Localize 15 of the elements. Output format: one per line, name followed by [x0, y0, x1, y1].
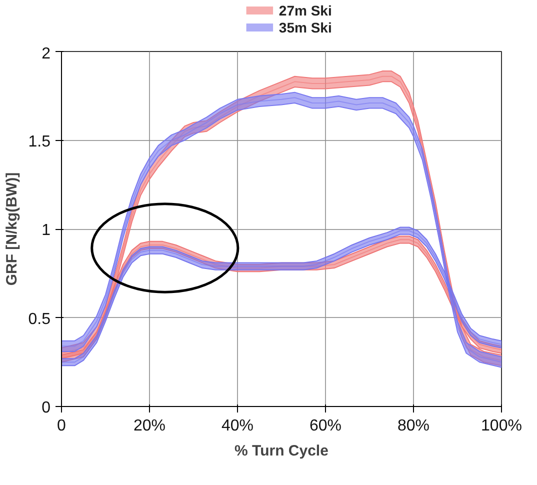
x-tick-label: 40% [221, 418, 254, 434]
y-tick-label: 1 [42, 222, 51, 239]
y-axis-title: GRF [N/kg(BW)] [3, 172, 20, 286]
y-tick-label: 2 [42, 46, 51, 62]
x-axis-title: % Turn Cycle [234, 442, 328, 460]
legend-label: 27m Ski [278, 2, 332, 18]
x-tick-label: 20% [133, 418, 166, 434]
x-tick-label: 0 [57, 418, 66, 434]
y-tick-label: 1.5 [28, 133, 51, 150]
y-tick-label: 0.5 [28, 310, 51, 328]
x-tick-label: 100% [481, 418, 522, 434]
y-tick-label: 0 [42, 400, 51, 416]
x-tick-label: 60% [309, 418, 342, 434]
legend-label: 35m Ski [278, 20, 332, 36]
x-tick-label: 80% [397, 418, 430, 434]
